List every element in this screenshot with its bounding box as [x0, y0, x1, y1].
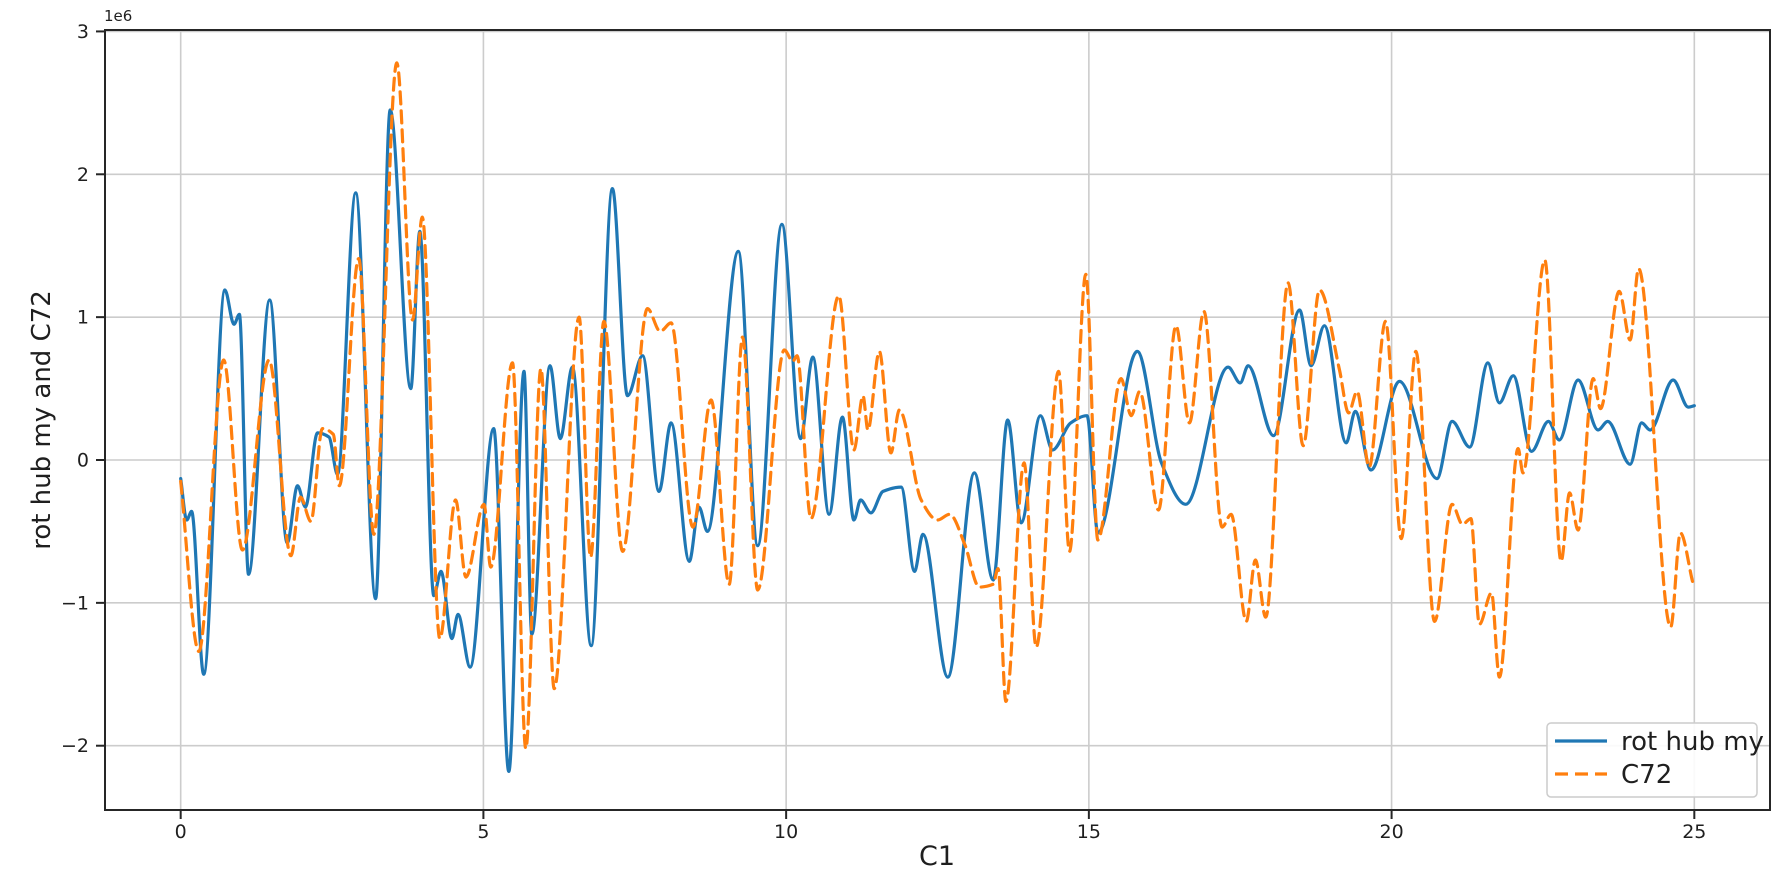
x-tick-label: 0	[175, 821, 187, 843]
plot-frame	[104, 29, 1771, 811]
y-tick-label: 3	[77, 21, 89, 43]
series-lines	[179, 61, 1696, 773]
x-tick-label: 15	[1077, 821, 1101, 843]
legend-label: C72	[1621, 760, 1672, 790]
x-tick-label: 25	[1682, 821, 1706, 843]
y-axis-offset-text: 1e6	[104, 7, 132, 25]
y-axis-label: rot hub my and C72	[27, 290, 57, 550]
y-tick-label: 1	[77, 307, 89, 329]
y-tick-label: 0	[77, 450, 89, 472]
y-tick-label: −1	[61, 592, 89, 614]
y-tick-label: 2	[77, 164, 89, 186]
x-tick-label: 10	[774, 821, 798, 843]
x-tick-label: 20	[1379, 821, 1403, 843]
x-axis-label: C1	[919, 841, 955, 872]
gridlines	[105, 30, 1770, 810]
series-rot-hub-my-line	[179, 108, 1696, 773]
series-c72-line	[179, 61, 1695, 751]
tick-marks	[96, 30, 1696, 819]
y-tick-label: −2	[61, 735, 89, 757]
legend-label: rot hub my	[1621, 727, 1764, 757]
x-tick-label: 5	[477, 821, 489, 843]
